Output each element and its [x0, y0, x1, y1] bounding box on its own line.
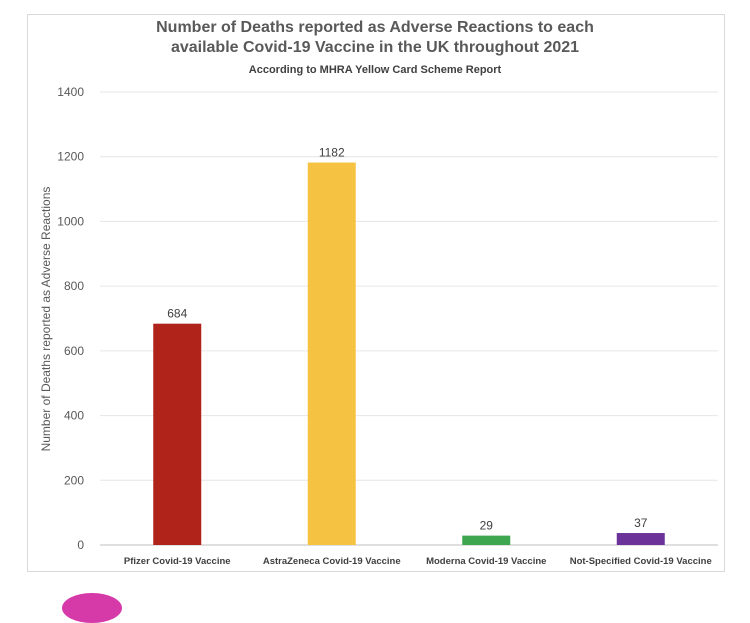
bar-value-label: 684 — [167, 307, 187, 321]
chart-frame — [27, 14, 725, 572]
bar-value-label: 29 — [480, 519, 494, 533]
y-tick-label: 0 — [77, 538, 84, 552]
x-tick-label: Not-Specified Covid-19 Vaccine — [570, 556, 712, 567]
chart-subtitle: According to MHRA Yellow Card Scheme Rep… — [248, 64, 502, 76]
y-tick-label: 1200 — [57, 150, 84, 164]
y-axis-label: Number of Deaths reported as Adverse Rea… — [39, 187, 53, 452]
bar-value-label: 37 — [634, 516, 648, 530]
bar — [616, 533, 665, 545]
y-tick-label: 400 — [64, 409, 84, 423]
chart-title: Number of Deaths reported as Adverse Rea… — [0, 18, 750, 58]
bar — [307, 162, 356, 545]
y-tick-label: 200 — [64, 473, 84, 487]
chart-title-line-1: Number of Deaths reported as Adverse Rea… — [156, 19, 594, 36]
bar — [153, 323, 202, 545]
y-tick-label: 1400 — [57, 85, 84, 99]
x-tick-label: Pfizer Covid-19 Vaccine — [124, 556, 231, 567]
x-tick-label: AstraZeneca Covid-19 Vaccine — [263, 556, 401, 567]
x-tick-label: Moderna Covid-19 Vaccine — [426, 556, 546, 567]
y-tick-label: 800 — [64, 279, 84, 293]
chart-title-line-2: available Covid-19 Vaccine in the UK thr… — [170, 39, 580, 56]
decorative-circle — [62, 593, 122, 623]
y-tick-label: 1000 — [57, 214, 84, 228]
bar-chart: 0 200 400 600 800 1000 1200 1400 684 1182 29 37 Pf… — [39, 85, 718, 567]
bar — [462, 535, 511, 545]
y-tick-label: 600 — [64, 344, 84, 358]
bar-value-label: 1182 — [319, 146, 345, 160]
